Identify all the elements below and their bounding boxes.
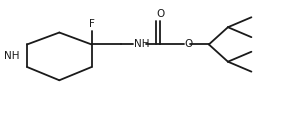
Text: NH: NH [134,39,149,49]
Text: O: O [185,39,193,49]
Text: O: O [156,9,165,19]
Text: NH: NH [4,51,19,61]
Text: F: F [89,18,94,29]
